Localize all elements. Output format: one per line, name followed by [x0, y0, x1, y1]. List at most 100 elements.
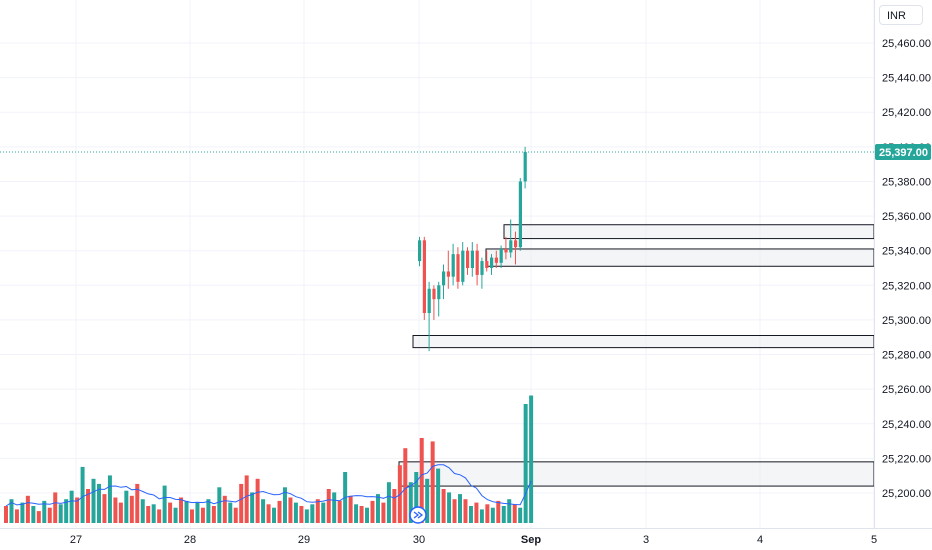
volume-bar — [53, 492, 58, 523]
volume-bar — [14, 509, 19, 523]
candle — [504, 236, 508, 260]
currency-button[interactable]: INR — [879, 5, 923, 25]
volume-bar — [124, 490, 129, 523]
candle — [470, 242, 474, 277]
x-tick-label: 29 — [298, 534, 310, 546]
volume-bar — [507, 499, 512, 523]
volume-bar — [485, 504, 490, 523]
volume-bar — [102, 494, 107, 523]
volume-bar — [47, 507, 52, 523]
volume-bar — [518, 507, 523, 523]
volume-bar — [310, 504, 315, 523]
y-tick-label: 25,200.00 — [882, 488, 931, 500]
zone-box[interactable] — [398, 461, 875, 487]
volume-bar — [200, 507, 205, 523]
candle — [490, 254, 494, 275]
volume-bar — [146, 506, 151, 523]
volume-bar — [9, 499, 14, 523]
volume-bar — [157, 509, 162, 523]
volume-bar — [348, 495, 353, 523]
time-axis[interactable]: 27 28 29 30 Sep 3 4 5 — [0, 528, 932, 547]
volume-bar — [392, 489, 397, 523]
candle — [432, 285, 436, 320]
y-tick-label: 25,220.00 — [882, 453, 931, 465]
candle — [466, 247, 470, 275]
volume-bar — [326, 489, 331, 523]
volume-bar — [179, 497, 184, 523]
volume-bar — [107, 475, 112, 523]
candle — [446, 250, 450, 289]
volume-bar — [529, 395, 534, 523]
zone-box[interactable] — [485, 248, 875, 267]
volume-bar — [479, 509, 484, 523]
volume-bar — [282, 487, 287, 523]
volume-bar — [113, 497, 118, 523]
x-tick-label: 3 — [643, 534, 649, 546]
y-tick-label: 25,340.00 — [882, 246, 931, 258]
volume-bar — [403, 448, 408, 523]
volume-bar — [4, 506, 8, 523]
volume-bar — [304, 509, 309, 523]
volume-bar — [315, 499, 320, 523]
volume-bar — [250, 492, 255, 523]
candle — [494, 250, 498, 268]
volume-bar — [217, 487, 222, 523]
volume-bar — [512, 504, 517, 523]
volume-bar — [490, 507, 495, 523]
volume-bar — [414, 472, 419, 523]
volume-bar — [375, 494, 380, 523]
x-tick-label: 28 — [184, 534, 196, 546]
volume-bar — [441, 489, 446, 523]
volume-bar — [135, 483, 140, 523]
volume-bar — [288, 497, 293, 523]
volume-moving-average — [5, 464, 532, 507]
supply-demand-zones — [398, 224, 875, 487]
volume-bar — [80, 466, 85, 523]
candle — [427, 281, 431, 352]
volume-bar — [463, 499, 468, 523]
volume-bar — [261, 499, 266, 523]
volume-bar — [452, 499, 457, 523]
volume-bar — [468, 506, 473, 523]
volume-bar — [496, 500, 501, 523]
volume-bar — [118, 502, 123, 523]
volume-bar — [370, 500, 375, 523]
volume-bar — [321, 502, 326, 523]
volume-bar — [96, 483, 101, 523]
volume-bar — [173, 507, 178, 523]
x-tick-label: 27 — [70, 534, 82, 546]
candle — [518, 178, 522, 251]
volume-bar — [206, 499, 211, 523]
volume-bar — [386, 482, 391, 523]
volume-bar — [337, 500, 342, 523]
volume-bar — [381, 502, 386, 523]
volume-bar — [425, 478, 430, 523]
volume-bar — [244, 475, 249, 523]
volume-bars — [4, 395, 534, 523]
candle — [422, 236, 426, 320]
fast-forward-icon — [413, 511, 424, 519]
volume-bar — [332, 492, 337, 523]
volume-bar — [184, 500, 189, 523]
event-marker[interactable] — [409, 506, 427, 524]
volume-bar — [501, 506, 506, 523]
volume-bar — [168, 502, 173, 523]
price-axis[interactable]: 25,460.0025,440.0025,420.0025,400.0025,3… — [874, 0, 931, 528]
volume-bar — [140, 499, 145, 523]
candle — [509, 219, 513, 258]
volume-bar — [272, 507, 277, 523]
y-tick-label: 25,240.00 — [882, 419, 931, 431]
ma-line — [5, 464, 532, 507]
volume-bar — [228, 502, 233, 523]
zone-box[interactable] — [503, 224, 875, 240]
volume-bar — [447, 492, 452, 523]
zone-box[interactable] — [412, 335, 875, 349]
candle — [485, 250, 489, 272]
volume-bar — [354, 504, 359, 523]
volume-bar — [277, 500, 282, 523]
y-tick-label: 25,460.00 — [882, 38, 931, 50]
y-tick-label: 25,360.00 — [882, 211, 931, 223]
volume-bar — [474, 502, 479, 523]
volume-bar — [162, 485, 167, 523]
